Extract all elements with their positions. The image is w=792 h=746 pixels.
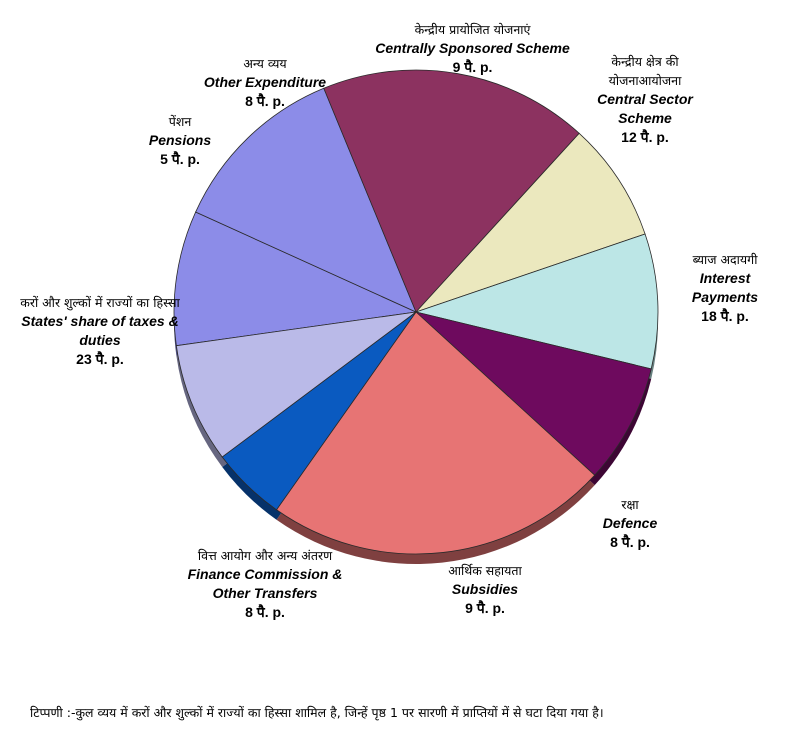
- pie-slice-other-expenditure: [175, 311, 417, 458]
- label-english: Finance Commission & Other Transfers: [187, 566, 343, 601]
- label-hindi: वित्त आयोग और अन्य अंतरण: [197, 548, 333, 563]
- label-value: 12 पै. p.: [621, 129, 669, 145]
- label-hindi: करों और शुल्कों में राज्यों का हिस्सा: [20, 295, 180, 310]
- label-subsidies: आर्थिक सहायता Subsidies 9 पै. p.: [420, 561, 550, 618]
- label-value: 18 पै. p.: [701, 308, 749, 324]
- label-hindi: ब्याज अदायगी: [692, 252, 758, 267]
- label-hindi: आर्थिक सहायता: [448, 563, 522, 578]
- label-english: Subsidies: [451, 581, 519, 597]
- label-value: 23 पै. p.: [76, 351, 124, 367]
- label-value: 8 पै. p.: [245, 93, 285, 109]
- label-hindi: केन्द्रीय क्षेत्र की योजनाआयोजना: [608, 54, 682, 88]
- label-other-expenditure: अन्य व्यय Other Expenditure 8 पै. p.: [185, 54, 345, 111]
- pie-slice-subsidies: [414, 233, 659, 370]
- label-hindi: अन्य व्यय: [243, 56, 287, 71]
- pie-slice-central-sector-scheme: [195, 87, 417, 313]
- label-value: 8 पै. p.: [610, 534, 650, 550]
- label-english: Defence: [602, 515, 658, 531]
- label-interest-payments: ब्याज अदायगी Interest Payments 18 पै. p.: [670, 250, 780, 326]
- label-english: States' share of taxes & duties: [21, 313, 179, 348]
- pie-slice-defence: [415, 132, 646, 313]
- label-english: Pensions: [148, 132, 212, 148]
- label-finance-commission: वित्त आयोग और अन्य अंतरण Finance Commiss…: [170, 546, 360, 622]
- pie-slice-finance-commission-other-transfers: [415, 311, 652, 476]
- label-value: 9 पै. p.: [452, 59, 493, 75]
- label-hindi: पेंशन: [168, 114, 192, 129]
- label-states-share: करों और शुल्कों में राज्यों का हिस्सा St…: [20, 293, 180, 369]
- footnote: टिप्पणी :-कुल व्यय में करों और शुल्कों म…: [30, 705, 604, 720]
- label-english: Centrally Sponsored Scheme: [375, 40, 570, 56]
- pie-slice-states-share-of-taxes-duties: [275, 311, 596, 555]
- label-value: 9 पै. p.: [465, 600, 505, 616]
- label-english: Central Sector Scheme: [597, 91, 693, 126]
- label-value: 8 पै. p.: [245, 604, 285, 620]
- label-english: Other Expenditure: [203, 74, 327, 90]
- label-hindi: केन्द्रीय प्रायोजित योजनाएं: [414, 22, 531, 37]
- label-centrally-sponsored: केन्द्रीय प्रायोजित योजनाएं Centrally Sp…: [350, 20, 595, 77]
- label-english: Interest Payments: [691, 270, 759, 305]
- label-central-sector: केन्द्रीय क्षेत्र की योजनाआयोजना Central…: [580, 52, 710, 147]
- pie-slice-centrally-sponsored-scheme: [173, 211, 418, 347]
- label-pensions: पेंशन Pensions 5 पै. p.: [130, 112, 230, 169]
- label-hindi: रक्षा: [621, 497, 639, 512]
- label-defence: रक्षा Defence 8 पै. p.: [580, 495, 680, 552]
- pie-slice-interest-payments: [323, 69, 580, 313]
- label-value: 5 पै. p.: [160, 151, 200, 167]
